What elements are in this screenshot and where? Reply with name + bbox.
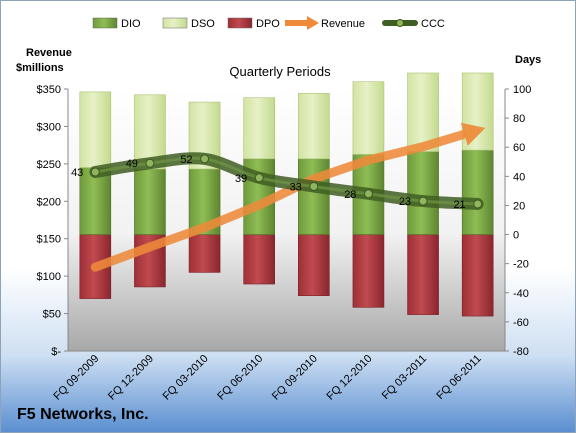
legend-label-ccc: CCC	[421, 18, 445, 30]
bar-dio	[298, 158, 330, 235]
ccc-marker	[309, 182, 319, 192]
bar-dpo	[461, 234, 494, 317]
right-axis: -80 -60 -40 -20 0 20 40 60 80 100	[505, 84, 531, 358]
bar-dpo	[243, 234, 275, 285]
bar-dio	[79, 167, 112, 235]
legend-label-revenue: Revenue	[321, 18, 365, 30]
x-axis-category-label: FQ 12-2009	[106, 353, 156, 403]
chart-title: F5 Networks, Inc.	[17, 406, 149, 423]
bar-dpo	[352, 234, 385, 308]
legend-label-dso: DSO	[191, 18, 215, 30]
right-axis-title: Days	[515, 54, 541, 66]
ccc-marker	[145, 158, 155, 168]
ccc-data-label: 39	[235, 173, 247, 185]
revenue-layer	[90, 122, 486, 272]
x-axis-category-label: FQ 12-2010	[325, 353, 375, 403]
legend-swatch-revenue-head	[307, 16, 319, 30]
left-axis-title-line1: Revenue	[26, 47, 72, 59]
bar-dso	[407, 72, 439, 152]
ccc-data-label: 52	[180, 154, 192, 166]
chart-subtitle: Quarterly Periods	[229, 64, 331, 79]
left-axis-tick-label: $100	[37, 271, 61, 283]
left-axis-tick-label: $50	[43, 309, 61, 321]
ccc-marker	[363, 189, 373, 199]
legend-swatch-dio	[92, 17, 118, 29]
x-axis-category-label: FQ 06-2011	[434, 353, 483, 402]
bar-dpo	[407, 234, 439, 315]
left-axis-tick-label: $150	[37, 234, 61, 246]
legend: DIO DSO DPO Revenue CCC	[92, 16, 445, 30]
bar-dio	[407, 151, 439, 235]
bar-dso	[243, 97, 275, 160]
right-axis-tick-label: 60	[513, 142, 525, 154]
bar-dpo	[298, 234, 330, 296]
right-axis-tick-label: -60	[513, 317, 529, 329]
right-axis-tick-label: 80	[513, 113, 525, 125]
revenue-line	[90, 130, 467, 272]
x-axis-category-label: FQ 03-2010	[161, 353, 211, 403]
left-axis: $- $50 $100 $150 $200 $250 $300 $350	[37, 84, 68, 358]
legend-swatch-dso	[162, 17, 188, 29]
left-axis-title-line2: $millions	[16, 62, 64, 74]
ccc-marker	[90, 167, 100, 177]
legend-label-dio: DIO	[121, 18, 141, 30]
right-axis-tick-label: 100	[513, 84, 531, 96]
ccc-layer: 43 49 52 39 33 28 23 21	[71, 152, 484, 211]
right-axis-tick-label: 0	[513, 230, 519, 242]
ccc-marker	[473, 199, 483, 209]
bar-dio	[134, 168, 166, 235]
revenue-arrowhead	[460, 122, 486, 146]
ccc-data-label: 21	[453, 199, 465, 211]
bar-dso	[298, 93, 330, 160]
bar-dio	[461, 149, 494, 235]
right-axis-tick-label: -20	[513, 259, 529, 271]
ccc-data-label: 49	[126, 158, 138, 170]
left-axis-tick-label: $200	[37, 196, 61, 208]
bar-dso	[352, 81, 385, 155]
ccc-data-label: 43	[71, 167, 83, 179]
ccc-data-label: 33	[290, 182, 302, 194]
plot-area	[68, 89, 505, 351]
legend-label-dpo: DPO	[256, 18, 280, 30]
ccc-marker	[254, 173, 264, 183]
left-axis-tick-label: $250	[37, 159, 61, 171]
x-axis-category-label: FQ 09-2009	[51, 353, 101, 403]
left-axis-tick-label: $350	[37, 84, 61, 96]
right-axis-tick-label: -80	[513, 346, 529, 358]
x-axis-category-label: FQ 06-2010	[215, 353, 265, 403]
x-axis-category-label: FQ 03-2011	[380, 353, 429, 402]
right-axis-tick-label: 20	[513, 200, 525, 212]
bar-dpo	[188, 234, 221, 273]
ccc-data-label: 28	[344, 189, 356, 201]
right-axis-tick-label: -40	[513, 288, 529, 300]
bar-dso	[79, 91, 112, 168]
ccc-data-label: 23	[399, 196, 411, 208]
left-axis-tick-label: $-	[51, 346, 61, 358]
left-axis-tick-label: $300	[37, 121, 61, 133]
ccc-marker	[418, 196, 428, 206]
right-axis-tick-label: 40	[513, 171, 525, 183]
legend-swatch-ccc-marker	[396, 19, 404, 27]
ccc-marker	[200, 154, 210, 164]
ccc-line-highlight	[93, 156, 480, 206]
legend-swatch-dpo	[227, 17, 253, 29]
x-axis: FQ 09-2009 FQ 12-2009 FQ 03-2010 FQ 06-2010…	[51, 353, 483, 403]
x-axis-category-label: FQ 09-2010	[270, 353, 320, 403]
